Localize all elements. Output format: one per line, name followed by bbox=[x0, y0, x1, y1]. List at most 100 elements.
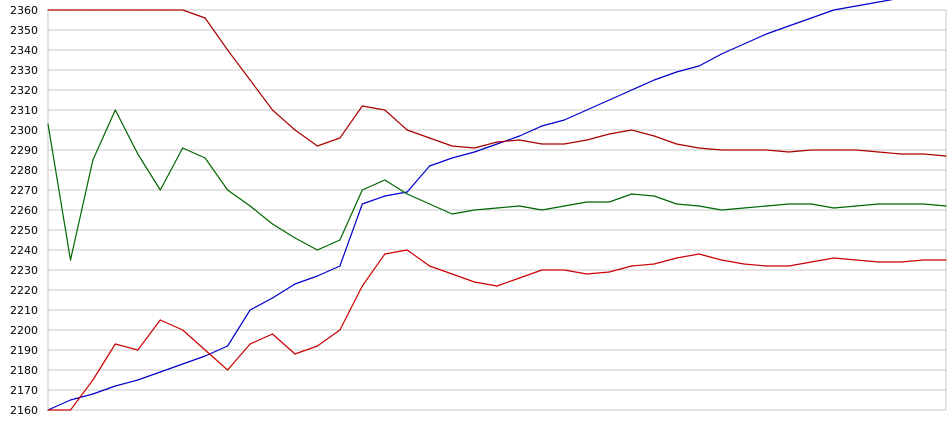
y-tick-label: 2320 bbox=[10, 84, 38, 97]
series-0-point bbox=[833, 9, 835, 11]
series-0-point bbox=[788, 25, 790, 27]
series-3-point bbox=[720, 149, 723, 151]
series-2-point bbox=[204, 157, 206, 159]
grid-lines bbox=[47, 9, 947, 411]
y-tick-label: 2200 bbox=[10, 324, 38, 337]
series-3-point bbox=[159, 9, 161, 11]
series-0-point bbox=[563, 119, 565, 121]
series-2-point bbox=[900, 203, 902, 205]
series-0-point bbox=[159, 371, 161, 373]
series-2-point bbox=[429, 203, 431, 205]
series-3-point bbox=[429, 137, 431, 139]
series-0-point bbox=[631, 89, 633, 91]
series-0-point bbox=[294, 283, 296, 285]
y-tick-label: 2170 bbox=[10, 384, 38, 397]
series-3-point bbox=[406, 129, 408, 131]
series-3-point bbox=[676, 143, 678, 145]
series-3-point bbox=[922, 153, 925, 155]
series-3-point bbox=[182, 9, 184, 11]
series-0-point bbox=[92, 393, 94, 395]
series-2-point bbox=[563, 205, 565, 207]
series-3-point bbox=[227, 49, 229, 51]
series-2-point bbox=[227, 189, 229, 191]
series-0-point bbox=[676, 71, 678, 73]
series-2-point bbox=[69, 259, 72, 261]
series-3-point bbox=[541, 143, 543, 145]
series-0-point bbox=[810, 17, 812, 19]
series-2-point bbox=[384, 179, 386, 181]
series-1-point bbox=[384, 253, 386, 255]
series-0-point bbox=[653, 79, 655, 81]
series-3-point bbox=[653, 135, 655, 137]
series-1-point bbox=[900, 261, 902, 263]
y-tick-label: 2350 bbox=[10, 24, 38, 37]
series-1-point bbox=[810, 261, 812, 263]
series-3-point bbox=[496, 141, 498, 143]
series-0 bbox=[47, 0, 894, 411]
series-1-point bbox=[541, 269, 543, 271]
series-3-point bbox=[294, 129, 296, 131]
series-3-point bbox=[900, 153, 902, 155]
series-2-point bbox=[743, 207, 745, 209]
series-3 bbox=[47, 9, 947, 157]
series-0-point bbox=[586, 109, 588, 111]
series-1-point bbox=[47, 409, 49, 411]
series-2-point bbox=[676, 203, 678, 205]
series-3-point bbox=[631, 129, 633, 131]
series-2-point bbox=[541, 209, 543, 211]
series-1-point bbox=[608, 271, 610, 273]
series-0-point bbox=[429, 165, 431, 167]
y-tick-label: 2250 bbox=[10, 224, 38, 237]
series-1-point bbox=[249, 343, 251, 345]
series-2-point bbox=[653, 195, 655, 197]
series-3-point bbox=[114, 9, 116, 11]
series-2-point bbox=[473, 209, 476, 211]
data-series bbox=[47, 0, 947, 411]
y-tick-label: 2230 bbox=[10, 264, 38, 277]
series-2-point bbox=[833, 207, 835, 209]
series-2-point bbox=[316, 249, 318, 251]
series-0-point bbox=[69, 399, 72, 401]
y-tick-label: 2220 bbox=[10, 284, 38, 297]
series-2-point bbox=[878, 203, 880, 205]
series-1-point bbox=[406, 249, 408, 251]
series-3-point bbox=[271, 109, 274, 111]
series-0-point bbox=[765, 33, 768, 35]
y-tick-label: 2310 bbox=[10, 104, 38, 117]
series-3-point bbox=[878, 151, 880, 153]
y-tick-label: 2270 bbox=[10, 184, 38, 197]
series-line-0 bbox=[47, 0, 894, 411]
series-3-point bbox=[833, 149, 835, 151]
series-3-point bbox=[249, 79, 251, 81]
y-tick-label: 2240 bbox=[10, 244, 38, 257]
series-0-point bbox=[473, 151, 476, 153]
y-tick-label: 2280 bbox=[10, 164, 38, 177]
series-0-point bbox=[518, 135, 521, 137]
series-2-point bbox=[608, 201, 610, 203]
series-1-point bbox=[69, 409, 72, 411]
series-1-point bbox=[159, 319, 161, 321]
y-tick-label: 2160 bbox=[10, 404, 38, 417]
series-2-point bbox=[92, 159, 94, 161]
series-0-point bbox=[204, 355, 206, 357]
series-3-point bbox=[316, 145, 318, 147]
series-3-point bbox=[855, 149, 857, 151]
series-1-point bbox=[676, 257, 678, 259]
series-3-point bbox=[608, 133, 610, 135]
series-3-point bbox=[518, 139, 521, 141]
series-1-point bbox=[922, 259, 925, 261]
series-1-point bbox=[316, 345, 318, 347]
series-3-point bbox=[945, 155, 947, 157]
y-tick-label: 2290 bbox=[10, 144, 38, 157]
series-2-point bbox=[720, 209, 723, 211]
series-1-point bbox=[518, 277, 521, 279]
y-tick-label: 2360 bbox=[10, 4, 38, 17]
series-1-point bbox=[765, 265, 768, 267]
series-2-point bbox=[496, 207, 498, 209]
y-tick-label: 2260 bbox=[10, 204, 38, 217]
series-1-point bbox=[653, 263, 655, 265]
series-3-point bbox=[451, 145, 453, 147]
series-0-point bbox=[878, 1, 880, 3]
series-0-point bbox=[698, 65, 700, 67]
series-1-point bbox=[878, 261, 880, 263]
